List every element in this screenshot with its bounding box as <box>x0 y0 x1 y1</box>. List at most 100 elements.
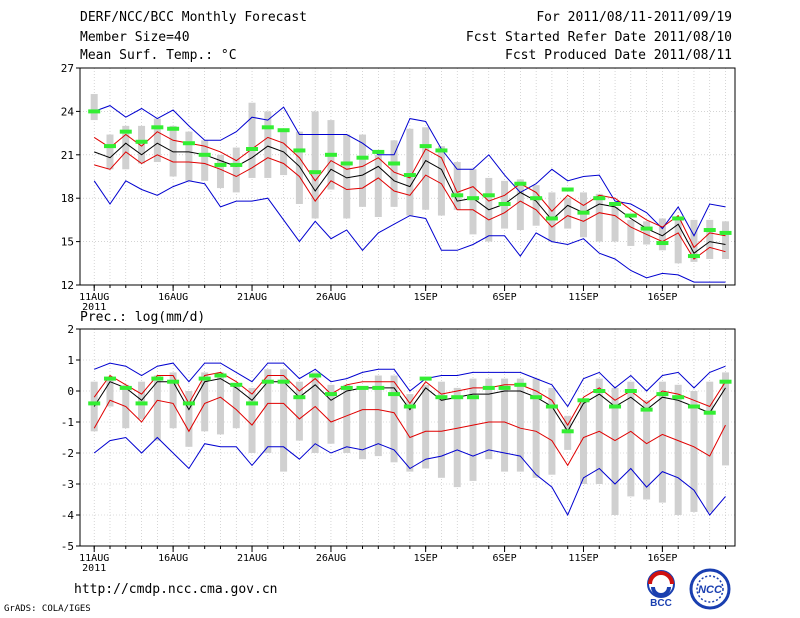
start-date: Fcst Started Refer Date 2011/08/10 <box>465 30 732 45</box>
spread-box <box>122 125 130 170</box>
spread-box <box>627 381 635 497</box>
spread-box <box>153 118 161 163</box>
spread-box <box>374 154 382 218</box>
observation-marker <box>403 404 416 409</box>
y-tick-label: 0 <box>67 385 74 398</box>
observation-marker <box>182 401 195 406</box>
spread-box <box>453 387 461 488</box>
y-tick-label: -5 <box>61 540 74 553</box>
y-tick-label: -2 <box>61 447 74 460</box>
series-min-line <box>93 436 726 517</box>
observation-marker <box>703 410 716 415</box>
bcc-logo-text: BCC <box>650 598 672 608</box>
spread-box <box>201 372 209 432</box>
spread-box <box>374 375 382 457</box>
observation-marker <box>261 125 274 130</box>
spread-box <box>185 391 193 447</box>
spread-box <box>611 206 619 242</box>
y-tick-label: 21 <box>61 149 74 162</box>
observation-marker <box>135 401 148 406</box>
observation-marker <box>672 216 685 221</box>
spread-box <box>658 381 666 503</box>
observation-marker <box>372 149 385 154</box>
y-tick-label: -1 <box>61 416 74 429</box>
observation-marker <box>577 210 590 215</box>
observation-marker <box>340 161 353 166</box>
observation-marker <box>593 196 606 201</box>
spread-box <box>643 400 651 500</box>
x-tick-label: 16AUG <box>158 292 188 303</box>
source-url[interactable]: http://cmdp.ncc.cma.gov.cn <box>74 582 278 597</box>
spread-box <box>264 111 272 178</box>
observation-marker <box>182 141 195 146</box>
panel-title-precip: Prec.: log(mm/d) <box>80 310 205 325</box>
spread-box <box>232 147 240 193</box>
spread-box <box>106 134 114 170</box>
observation-marker <box>372 385 385 390</box>
spread-box <box>390 140 398 207</box>
spread-box <box>295 131 303 204</box>
x-tick-label: 21AUG <box>237 292 267 303</box>
observation-marker <box>530 196 543 201</box>
observation-marker <box>656 392 669 397</box>
observation-marker <box>498 385 511 390</box>
observation-marker <box>309 373 322 378</box>
x-tick-label: 11AUG <box>79 553 109 564</box>
observation-marker <box>356 155 369 160</box>
observation-marker <box>261 379 274 384</box>
x-tick-label: 26AUG <box>316 292 346 303</box>
observation-marker <box>324 392 337 397</box>
observation-marker <box>88 109 101 114</box>
spread-box <box>453 162 461 210</box>
observation-marker <box>514 181 527 186</box>
observation-marker <box>167 379 180 384</box>
series-lower-line <box>93 396 726 467</box>
series-min-line <box>93 180 726 283</box>
observation-marker <box>640 407 653 412</box>
x-tick-label: 16SEP <box>647 292 677 303</box>
spread-box <box>532 378 540 478</box>
observation-marker <box>356 385 369 390</box>
spread-box <box>280 369 288 472</box>
grads-credit: GrADS: COLA/IGES <box>4 604 91 614</box>
observation-marker <box>577 398 590 403</box>
y-tick-label: -3 <box>61 478 74 491</box>
x-tick-label: 11AUG <box>79 292 109 303</box>
spread-box <box>343 134 351 219</box>
spread-box <box>216 154 224 189</box>
observation-marker <box>151 376 164 381</box>
x-year-label: 2011 <box>82 563 106 574</box>
x-year-label: 2011 <box>82 302 106 313</box>
ncc-logo-text: NCC <box>698 584 723 596</box>
ncc-logo: NCC <box>689 568 731 610</box>
spread-box <box>422 127 430 210</box>
x-tick-label: 1SEP <box>414 553 438 564</box>
spread-box <box>437 381 445 478</box>
spread-box <box>327 384 335 444</box>
plot-frame <box>79 328 736 547</box>
spread-box <box>311 111 319 219</box>
produced-date: Fcst Produced Date 2011/08/11 <box>505 48 732 63</box>
observation-marker <box>388 161 401 166</box>
observation-marker <box>198 376 211 381</box>
spread-box <box>311 372 319 453</box>
spread-box <box>690 391 698 512</box>
spread-box <box>485 378 493 460</box>
observation-marker <box>561 187 574 192</box>
spread-box <box>674 217 682 264</box>
observation-marker <box>435 395 448 400</box>
observation-marker <box>277 379 290 384</box>
observation-marker <box>419 144 432 149</box>
observation-marker <box>451 395 464 400</box>
observation-marker <box>119 129 132 134</box>
spread-box <box>169 372 177 429</box>
spread-box <box>295 381 303 441</box>
observation-marker <box>309 170 322 175</box>
spread-box <box>90 94 98 121</box>
observation-marker <box>419 376 432 381</box>
y-tick-label: -4 <box>61 509 75 522</box>
spread-box <box>469 378 477 481</box>
series-upper-line <box>93 371 726 427</box>
panel-precipitation: -5 -4 -3 -2 -1 0 1 2 11AUG 16AUG 21AUG 26AUG 1SEP 6SE… <box>61 310 736 574</box>
